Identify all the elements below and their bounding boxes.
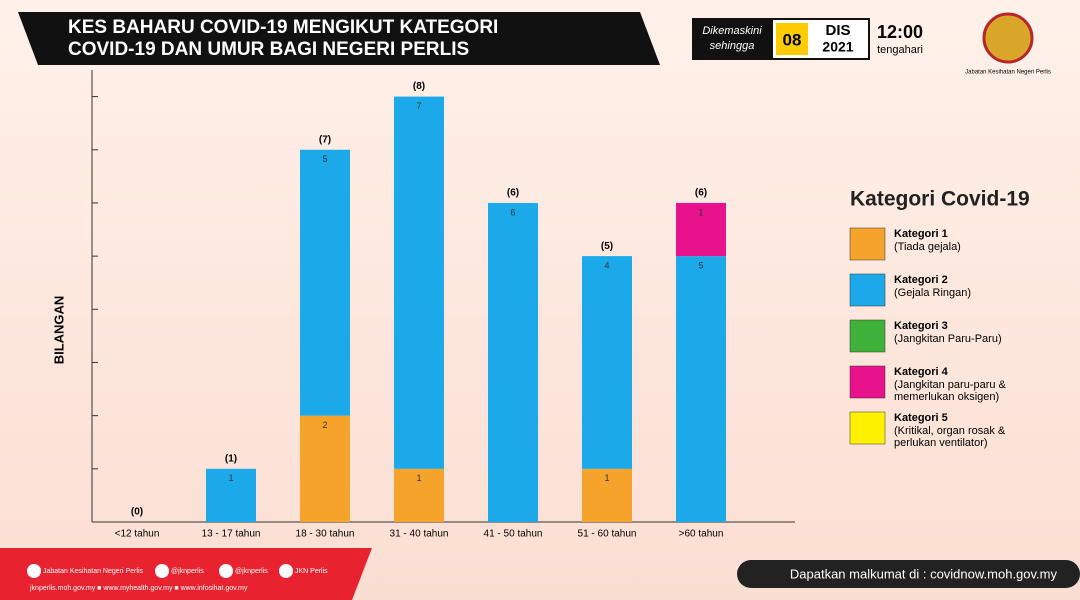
info-pill	[737, 560, 1080, 588]
title-banner	[18, 12, 660, 65]
legend-name: Kategori 4	[894, 366, 949, 378]
segment-label: 1	[604, 473, 609, 483]
segment-label: 4	[604, 260, 609, 270]
legend-swatch	[849, 273, 886, 307]
bar-segment	[300, 149, 350, 416]
segment-label: 1	[698, 207, 703, 217]
social-icon	[155, 564, 169, 578]
social-handle: JKN Perlis	[295, 568, 328, 575]
x-tick-label: 31 - 40 tahun	[390, 529, 449, 540]
legend-swatch	[849, 227, 886, 261]
day-box	[776, 23, 808, 55]
social-icon	[279, 564, 293, 578]
updated: Dikemaskini	[702, 25, 762, 37]
legend-title: Kategori Covid-19	[850, 188, 1030, 211]
day: 08	[783, 30, 802, 49]
info: Dapatkan malkumat di : covidnow.moh.gov.…	[790, 566, 1058, 581]
footer-banner	[0, 548, 372, 600]
legend-description: memerlukan oksigen)	[894, 391, 999, 403]
x-tick-label: 13 - 17 tahun	[202, 529, 261, 540]
total-label: (1)	[225, 453, 237, 464]
legend-description: (Jangkitan paru-paru &	[894, 379, 1007, 391]
segment-label: 6	[510, 207, 515, 217]
month: DIS	[825, 22, 850, 39]
websites: jknperlis.moh.gov.my ■ www.myhealth.gov.…	[29, 585, 248, 592]
x-tick-label: 41 - 50 tahun	[484, 529, 543, 540]
updated: sehingga	[710, 40, 755, 52]
legend-swatch	[849, 319, 886, 353]
year: 2021	[822, 39, 853, 55]
legend-swatch	[849, 365, 886, 399]
total-label: (8)	[413, 81, 425, 92]
total-label: (5)	[601, 241, 613, 252]
legend-name: Kategori 1	[894, 228, 948, 240]
social-icon	[27, 564, 41, 578]
social-icon	[219, 564, 233, 578]
bar-segment	[676, 256, 726, 522]
legend-description: (Kritikal, organ rosak &	[894, 425, 1006, 437]
legend-description: perlukan ventilator)	[894, 437, 988, 449]
bar-segment	[582, 468, 632, 522]
bar-segment	[582, 256, 632, 469]
legend-description: (Gejala Ringan)	[894, 287, 971, 299]
legend-name: Kategori 2	[894, 274, 948, 286]
time: 12:00	[877, 22, 923, 42]
segment-label: 5	[698, 260, 703, 270]
social-handle: Jabatan Kesihatan Negeri Perlis	[43, 568, 144, 575]
total-label: (7)	[319, 134, 331, 145]
segment-label: 2	[322, 420, 327, 430]
y-axis-label: BILANGAN	[51, 296, 66, 365]
bar-segment	[488, 202, 538, 523]
x-tick-label: >60 tahun	[679, 529, 724, 540]
segment-label: 1	[228, 473, 233, 483]
bar-segment	[206, 468, 256, 522]
bar-segment	[300, 415, 350, 522]
crest	[982, 12, 1034, 64]
legend-name: Kategori 5	[894, 412, 948, 424]
segment-label: 1	[416, 473, 421, 483]
x-tick-label: 18 - 30 tahun	[296, 529, 355, 540]
x-tick-label: <12 tahun	[115, 529, 160, 540]
bar-segment	[394, 96, 444, 469]
x-tick-label: 51 - 60 tahun	[578, 529, 637, 540]
legend-description: (Tiada gejala)	[894, 241, 961, 253]
segment-label: 5	[322, 154, 327, 164]
total-label: (0)	[131, 507, 143, 518]
social-handle: @jknperlis	[235, 568, 268, 575]
bar-segment	[394, 468, 444, 522]
agency: Jabatan Kesihatan Negeri Perlis	[965, 70, 1051, 76]
title: COVID-19 DAN UMUR BAGI NEGERI PERLIS	[68, 39, 469, 60]
time-note: tengahari	[877, 44, 923, 56]
segment-label: 7	[416, 101, 421, 111]
total-label: (6)	[507, 188, 519, 199]
legend-name: Kategori 3	[894, 320, 948, 332]
title: KES BAHARU COVID-19 MENGIKUT KATEGORI	[68, 17, 498, 38]
legend-swatch	[849, 411, 886, 445]
bar-segment	[676, 202, 726, 257]
total-label: (6)	[695, 188, 707, 199]
legend-description: (Jangkitan Paru-Paru)	[894, 333, 1002, 345]
social-handle: @jknperlis	[171, 568, 204, 575]
